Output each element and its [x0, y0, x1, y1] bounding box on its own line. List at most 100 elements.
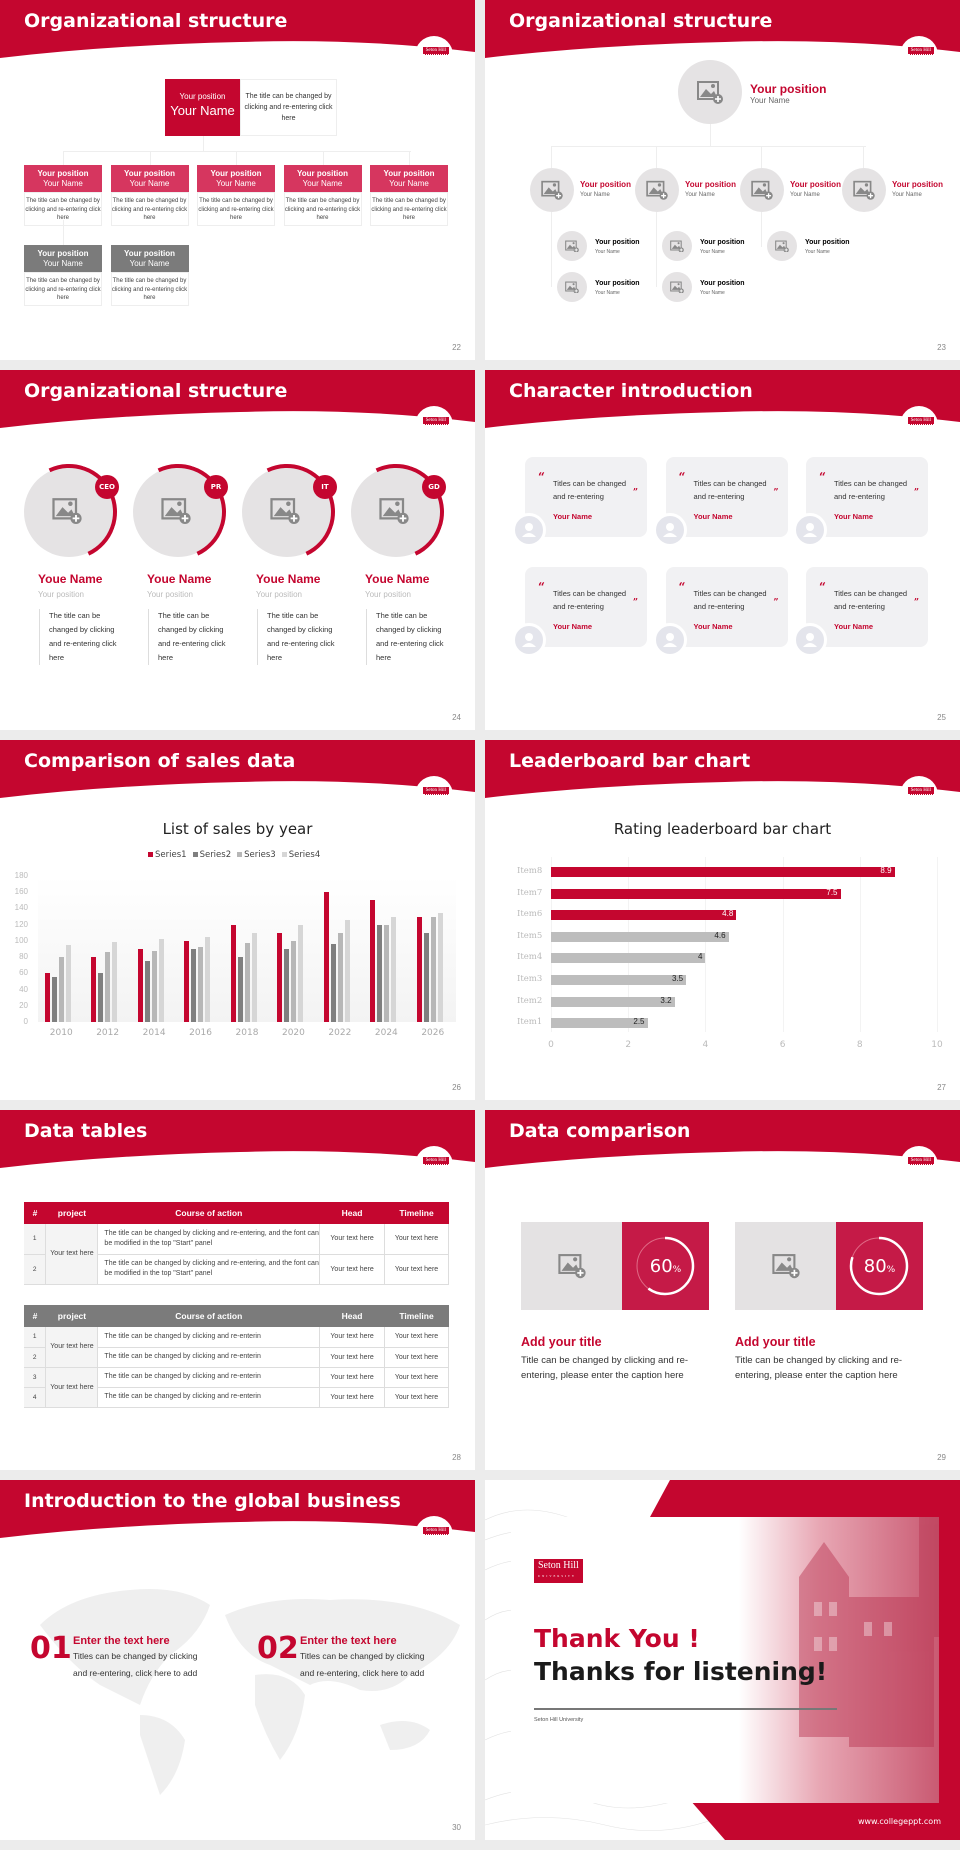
data-table-2: # project Course of action Head Timeline 1 You…: [24, 1305, 449, 1408]
table-row: 1 Your text here The title can be changed…: [24, 1224, 449, 1285]
slide-30-global-business[interactable]: Introduction to the global business Seto…: [0, 1480, 475, 1840]
image-placeholder-icon: [670, 281, 684, 294]
chart-title: List of sales by year: [162, 820, 313, 838]
table-row: 2 The title can be changed by clicking an…: [24, 1347, 449, 1368]
org-node[interactable]: Your position Your Name The title can be …: [110, 165, 189, 226]
website-link[interactable]: www.collegeppt.com: [857, 1817, 941, 1826]
page-number: 23: [937, 343, 946, 352]
bar: [423, 932, 429, 1022]
bar: [298, 924, 304, 1022]
page-number: 28: [452, 1453, 461, 1462]
item-desc: Titles can be changed by clicking and re-…: [73, 1651, 198, 1678]
org-node[interactable]: Your position Your Name The title can be …: [197, 165, 275, 226]
avatar-icon: [793, 513, 827, 547]
slide-23-org-structure[interactable]: Organizational structure Seton Hill Your…: [485, 0, 960, 360]
page-number: 27: [937, 1083, 946, 1092]
level3-label: Your position Your Name: [700, 280, 745, 296]
bar: [416, 916, 422, 1022]
thank-you-card: Seton Hill UNIVERSITY Thank You ! Thanks…: [511, 1517, 939, 1803]
item-title: Enter the text here: [300, 1635, 397, 1647]
person-name: Youe Name: [365, 572, 430, 586]
page-number: 22: [452, 343, 461, 352]
avatar-icon: [652, 623, 687, 657]
person-desc: The title can be changed by clicking and…: [39, 609, 119, 665]
org-node[interactable]: Your position Your Name The title can be …: [283, 165, 362, 226]
slide-thank-you[interactable]: Seton Hill UNIVERSITY Thank You ! Thanks…: [485, 1480, 960, 1840]
org-name: Seton Hill University: [534, 1717, 584, 1723]
seton-hill-logo: Seton Hill: [422, 1527, 449, 1535]
person-desc: The title can be changed by clicking and…: [148, 609, 228, 665]
image-placeholder[interactable]: [735, 1222, 836, 1310]
slide-28-data-tables[interactable]: Data tables Seton Hill # project Course of…: [0, 1110, 475, 1470]
org-node[interactable]: Your position Your Name The title can be …: [110, 245, 189, 306]
campus-building-image: [739, 1517, 939, 1803]
person-position: Your position: [147, 590, 193, 599]
top-label: Your position Your Name: [750, 82, 827, 105]
bar: [151, 950, 157, 1022]
seton-hill-logo: Seton Hill: [422, 787, 449, 795]
bar: [237, 957, 243, 1022]
slide-26-sales-comparison[interactable]: Comparison of sales data Seton Hill List…: [0, 740, 475, 1100]
person-position: Your position: [38, 590, 84, 599]
open-quote-icon: “: [538, 470, 545, 484]
avatar-icon: [512, 513, 546, 547]
image-placeholder-icon: [52, 498, 82, 524]
org-node[interactable]: Your position Your Name The title can be …: [24, 245, 102, 306]
bar: [251, 932, 257, 1022]
item-title: Add your title: [735, 1335, 816, 1349]
slide-22-org-structure[interactable]: Organizational structure Seton Hill Your…: [0, 0, 475, 360]
quote-card[interactable]: “ Titles can be changed and re-entering ”…: [806, 567, 928, 647]
image-placeholder-icon[interactable]: [678, 60, 742, 124]
leaderboard-bar: 7.5: [551, 888, 841, 899]
bar: [59, 957, 64, 1022]
slide-24-org-structure[interactable]: Organizational structure Seton Hill CEO Y…: [0, 370, 475, 730]
slide-25-character-intro[interactable]: Character introduction Seton Hill “ Titl…: [485, 370, 960, 730]
bar: [291, 940, 297, 1022]
org-node[interactable]: Your position Your Name The title can be …: [24, 165, 102, 226]
bar: [45, 973, 50, 1022]
quote-card[interactable]: “ Titles can be changed and re-entering ”…: [525, 567, 647, 647]
top-position: Your position: [179, 92, 226, 101]
slide-header: Leaderboard bar chart Seton Hill: [485, 740, 960, 800]
bar: [377, 924, 383, 1022]
close-quote-icon: ”: [773, 598, 779, 608]
close-quote-icon: ”: [913, 598, 919, 608]
top-node[interactable]: Your position Your Name: [165, 79, 240, 136]
person-name: Youe Name: [38, 572, 103, 586]
org-node[interactable]: Your position Your Name The title can be …: [370, 165, 448, 226]
open-quote-icon: “: [678, 580, 686, 594]
slide-title: Organizational structure: [24, 10, 288, 32]
bar: [277, 932, 283, 1022]
slide-header: Organizational structure Seton Hill: [0, 370, 475, 430]
page-number: 25: [937, 713, 946, 722]
slide-27-leaderboard[interactable]: Leaderboard bar chart Seton Hill Rating …: [485, 740, 960, 1100]
close-quote-icon: ”: [913, 488, 919, 498]
quote-card[interactable]: “ Titles can be changed and re-entering ”…: [806, 457, 928, 537]
item-desc: Title can be changed by clicking and re-…: [521, 1355, 689, 1381]
bar: [230, 924, 236, 1022]
slide-title: Organizational structure: [24, 380, 288, 402]
image-placeholder-icon: [557, 1254, 586, 1279]
role-badge: IT: [313, 475, 337, 499]
level2-label: Your position Your Name: [580, 180, 631, 198]
quote-card[interactable]: “ Titles can be changed and re-entering ”…: [525, 457, 647, 537]
leaderboard-bar: 4.6: [551, 931, 729, 942]
slide-header: Organizational structure Seton Hill: [0, 0, 475, 60]
seton-hill-logo: Seton Hill: [422, 47, 449, 55]
slide-header: Introduction to the global business Seto…: [0, 1480, 475, 1540]
page-number: 29: [937, 1453, 946, 1462]
divider: [534, 1708, 837, 1710]
open-quote-icon: “: [819, 580, 826, 594]
image-placeholder-icon: [270, 498, 300, 524]
role-badge: PR: [204, 475, 228, 499]
image-placeholder[interactable]: [521, 1222, 622, 1310]
bar: [66, 944, 71, 1022]
bar: [137, 949, 143, 1022]
chart-title: Rating leaderboard bar chart: [613, 820, 832, 838]
person-name: Youe Name: [147, 572, 212, 586]
slide-29-data-comparison[interactable]: Data comparison Seton Hill 60% Add your t…: [485, 1110, 960, 1470]
person-name: Youe Name: [256, 572, 321, 586]
slide-title: Data comparison: [509, 1120, 691, 1142]
bar: [384, 924, 390, 1022]
chart-legend: Series1 Series2 Series3 Series4: [142, 850, 320, 860]
